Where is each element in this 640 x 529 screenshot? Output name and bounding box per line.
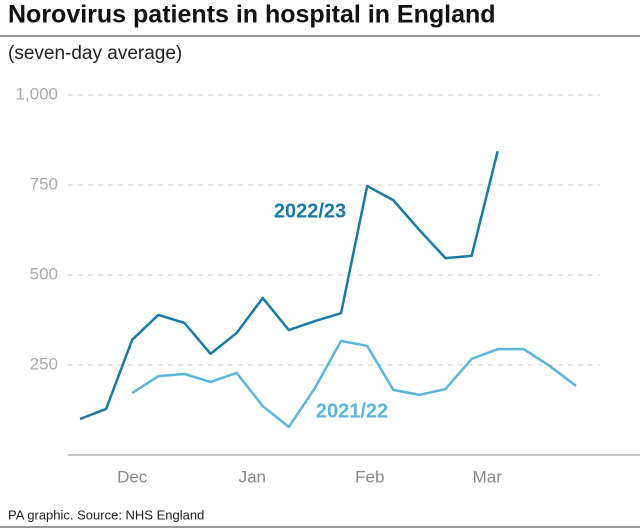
chart-subtitle: (seven-day average) [8, 43, 182, 64]
y-tick-label: 500 [30, 264, 58, 283]
y-tick-label: 250 [30, 354, 58, 373]
y-tick-label: 1,000 [15, 84, 58, 103]
x-tick-label: Feb [355, 467, 384, 486]
x-tick-label: Mar [473, 467, 503, 486]
x-tick-label: Jan [239, 467, 266, 486]
source: PA graphic. Source: NHS England [8, 507, 204, 522]
chart-title: Norovirus patients in hospital in Englan… [8, 1, 496, 29]
line [131, 339, 577, 429]
series-label: 2022/23 [274, 200, 346, 222]
x-tick-label: Dec [117, 467, 148, 486]
line [79, 150, 499, 421]
series-label: 2021/22 [316, 400, 388, 422]
y-tick-label: 750 [30, 174, 58, 193]
